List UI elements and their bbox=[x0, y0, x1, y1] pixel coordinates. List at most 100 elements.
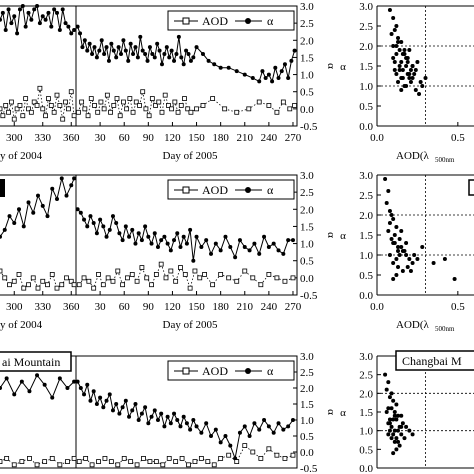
alpha-point bbox=[45, 214, 50, 219]
alpha-point bbox=[168, 421, 173, 426]
legend-alpha-marker bbox=[245, 18, 251, 24]
scatter-point bbox=[410, 432, 415, 437]
alpha-point bbox=[49, 24, 54, 29]
scatter-point bbox=[394, 52, 399, 56]
aod-point bbox=[250, 449, 256, 455]
aod-point bbox=[81, 275, 87, 281]
aod-point bbox=[26, 282, 31, 288]
aod-point bbox=[242, 268, 248, 274]
alpha-point bbox=[40, 203, 45, 208]
aod-point bbox=[158, 261, 164, 267]
alpha-point bbox=[155, 418, 160, 422]
scatter-point bbox=[387, 8, 392, 12]
scatter-point bbox=[399, 432, 404, 437]
alpha-point bbox=[262, 234, 267, 239]
row-3-panels: 3.0 2.5 2.0 1.5 1.0 0.5 0.0 -0.5 α AOD α ai Mountai… bbox=[0, 350, 474, 474]
scatter-y-tick-label: 2.5 bbox=[359, 21, 373, 33]
aod-point bbox=[0, 106, 3, 112]
alpha-point bbox=[162, 234, 167, 239]
legend-aod-label: AOD bbox=[202, 14, 228, 28]
aod-point bbox=[234, 278, 240, 284]
alpha-point bbox=[136, 231, 141, 236]
alpha-point bbox=[94, 402, 99, 406]
alpha-point bbox=[174, 52, 179, 56]
alpha-point bbox=[50, 395, 55, 400]
alpha-point bbox=[0, 10, 5, 15]
scatter-point bbox=[404, 84, 409, 88]
alpha-point bbox=[155, 245, 160, 249]
alpha-point bbox=[82, 392, 87, 397]
alpha-point bbox=[133, 45, 138, 50]
scatter-point bbox=[397, 253, 402, 257]
alpha-point bbox=[117, 231, 122, 236]
alpha-point bbox=[234, 69, 239, 74]
legend-box bbox=[167, 360, 295, 381]
alpha-point bbox=[270, 79, 275, 84]
alpha-point bbox=[152, 55, 157, 60]
aod-point bbox=[210, 96, 216, 101]
aod-point bbox=[226, 452, 232, 458]
alpha-point bbox=[35, 4, 40, 8]
scatter-x-tick-label: 0.0 bbox=[370, 132, 384, 144]
scatter-point bbox=[410, 261, 415, 265]
alpha-point bbox=[178, 245, 183, 249]
x-tick-label-2005: 120 bbox=[164, 132, 181, 144]
aod-point bbox=[79, 99, 85, 105]
aod-point bbox=[49, 272, 55, 277]
scatter-point bbox=[402, 436, 407, 441]
alpha-point bbox=[116, 45, 121, 50]
aod-point bbox=[274, 275, 280, 281]
x-tick-label-2005: 210 bbox=[237, 301, 254, 313]
alpha-point bbox=[250, 76, 255, 80]
aod-point bbox=[153, 272, 159, 277]
alpha-point bbox=[213, 427, 218, 432]
alpha-point bbox=[120, 405, 125, 410]
aod-point bbox=[48, 103, 54, 108]
alpha-point bbox=[130, 227, 135, 232]
scatter-point bbox=[399, 229, 404, 233]
scatter-y-tick-label: 0.0 bbox=[359, 463, 373, 474]
alpha-point bbox=[72, 28, 77, 32]
alpha-point bbox=[20, 4, 25, 8]
aod-point bbox=[258, 282, 264, 288]
alpha-point bbox=[223, 234, 228, 239]
alpha-point bbox=[209, 251, 214, 256]
aod-point bbox=[202, 272, 207, 277]
scatter-point bbox=[392, 428, 397, 433]
aod-point bbox=[40, 278, 46, 284]
alpha-point bbox=[114, 221, 119, 225]
scatter-point bbox=[383, 177, 388, 181]
alpha-point bbox=[72, 176, 77, 181]
alpha-point bbox=[36, 193, 40, 198]
y-tick-label: 1.5 bbox=[300, 399, 314, 411]
alpha-point bbox=[82, 217, 87, 222]
alpha-point bbox=[242, 72, 247, 77]
aod-point bbox=[17, 103, 23, 108]
aod-point bbox=[172, 99, 178, 105]
aod-point bbox=[226, 275, 232, 281]
alpha-point bbox=[175, 418, 180, 422]
aod-point bbox=[166, 103, 171, 108]
scatter-point bbox=[405, 60, 410, 64]
alpha-point bbox=[50, 186, 55, 191]
legend-aod-marker bbox=[182, 367, 190, 375]
scatter-point bbox=[431, 261, 436, 265]
alpha-point bbox=[271, 241, 276, 246]
y-tick-label: -0.5 bbox=[300, 121, 318, 133]
alpha-point bbox=[0, 234, 2, 239]
x-tick-label-2005: 60 bbox=[119, 301, 131, 313]
xlabel-2005: Day of 2005 bbox=[163, 150, 218, 162]
scatter-site-label-box bbox=[395, 350, 474, 371]
scatter-x-axis-label-subscript: 500nm bbox=[435, 325, 455, 333]
aod-point bbox=[124, 106, 130, 112]
alpha-point bbox=[26, 10, 31, 15]
x-tick-label-2005: 240 bbox=[261, 301, 278, 313]
alpha-point bbox=[159, 62, 164, 67]
scatter-point bbox=[400, 269, 405, 273]
alpha-point bbox=[266, 72, 271, 77]
alpha-point bbox=[290, 418, 295, 422]
scatter-point bbox=[386, 421, 391, 426]
scatter-point bbox=[408, 68, 413, 72]
aod-point bbox=[192, 268, 198, 274]
